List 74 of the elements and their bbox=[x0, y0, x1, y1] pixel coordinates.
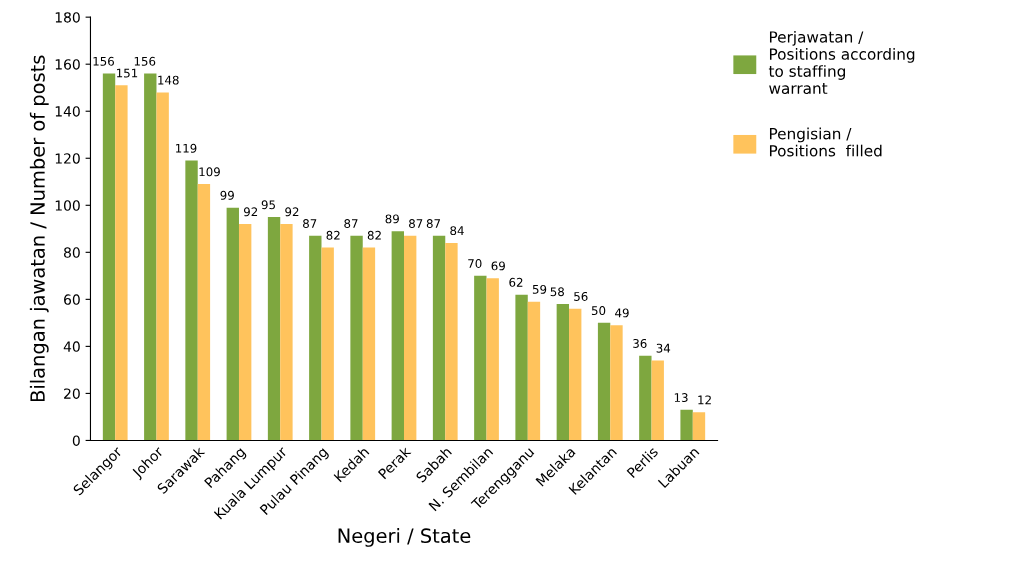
y-tick-label: 100 bbox=[55, 200, 80, 211]
data-label: 36 bbox=[633, 339, 647, 348]
bar bbox=[156, 92, 169, 441]
bar bbox=[144, 73, 157, 441]
bar bbox=[350, 235, 363, 441]
bar bbox=[610, 325, 623, 441]
data-label: 156 bbox=[93, 56, 114, 66]
data-label: 151 bbox=[116, 68, 138, 78]
bar bbox=[226, 207, 239, 441]
bar bbox=[309, 235, 322, 441]
data-label: 99 bbox=[220, 190, 234, 200]
y-tick-label: 120 bbox=[55, 153, 80, 164]
bar bbox=[639, 355, 652, 441]
data-label: 119 bbox=[176, 143, 197, 153]
bar bbox=[267, 217, 281, 441]
bar bbox=[238, 224, 252, 441]
data-label: 87 bbox=[426, 219, 441, 229]
y-axis-title: Bilangan jawatan / Number of posts bbox=[29, 55, 49, 402]
data-label: 82 bbox=[326, 230, 340, 240]
bar bbox=[432, 235, 446, 441]
data-label: 50 bbox=[591, 306, 606, 316]
y-tick-label: 160 bbox=[55, 59, 80, 70]
data-label: 92 bbox=[285, 207, 299, 217]
data-label: 62 bbox=[509, 277, 523, 287]
y-tick-label: 40 bbox=[63, 341, 80, 352]
bar bbox=[692, 412, 706, 441]
legend-label: Perjawatan / Positions according to staffing warrant bbox=[768, 30, 915, 95]
data-label: 87 bbox=[409, 219, 423, 229]
data-label: 89 bbox=[385, 214, 399, 224]
data-label: 70 bbox=[468, 259, 482, 268]
bar bbox=[115, 85, 128, 441]
data-label: 49 bbox=[615, 308, 629, 318]
data-label: 34 bbox=[656, 343, 671, 353]
bar bbox=[556, 304, 570, 441]
data-label: 58 bbox=[550, 287, 564, 297]
bar bbox=[569, 308, 582, 441]
x-axis-title: Negeri / State bbox=[338, 528, 471, 547]
data-label: 156 bbox=[134, 56, 156, 66]
legend-label: Pengisian / Positions filled bbox=[769, 127, 882, 157]
bar bbox=[486, 278, 499, 441]
bar bbox=[321, 247, 334, 441]
bar bbox=[515, 294, 528, 441]
data-label: 56 bbox=[574, 291, 588, 301]
bar bbox=[651, 360, 664, 441]
data-label: 109 bbox=[199, 167, 220, 177]
y-tick-label: 80 bbox=[64, 247, 80, 258]
bar bbox=[474, 275, 487, 441]
data-label: 13 bbox=[674, 393, 688, 403]
bar bbox=[197, 184, 211, 441]
data-label: 148 bbox=[158, 75, 179, 85]
y-tick-label: 0 bbox=[72, 435, 80, 446]
bar bbox=[445, 242, 458, 441]
bar bbox=[280, 224, 293, 441]
bar bbox=[527, 301, 541, 441]
y-tick-label: 140 bbox=[55, 106, 80, 117]
bar bbox=[404, 235, 417, 441]
data-label: 84 bbox=[450, 226, 464, 236]
bar bbox=[185, 160, 198, 441]
bar bbox=[597, 322, 611, 441]
data-label: 87 bbox=[303, 219, 317, 229]
data-label: 12 bbox=[698, 395, 711, 405]
bar bbox=[362, 247, 376, 441]
bar bbox=[102, 73, 116, 441]
data-label: 59 bbox=[532, 284, 547, 294]
data-label: 92 bbox=[243, 207, 258, 217]
data-label: 87 bbox=[344, 219, 358, 229]
data-label: 82 bbox=[367, 230, 381, 240]
y-tick-label: 60 bbox=[64, 294, 80, 305]
data-label: 95 bbox=[261, 200, 275, 210]
bar bbox=[391, 231, 404, 441]
bar bbox=[680, 409, 693, 441]
y-tick-label: 180 bbox=[55, 12, 80, 23]
data-label: 69 bbox=[491, 261, 505, 271]
y-tick-label: 20 bbox=[64, 388, 80, 399]
